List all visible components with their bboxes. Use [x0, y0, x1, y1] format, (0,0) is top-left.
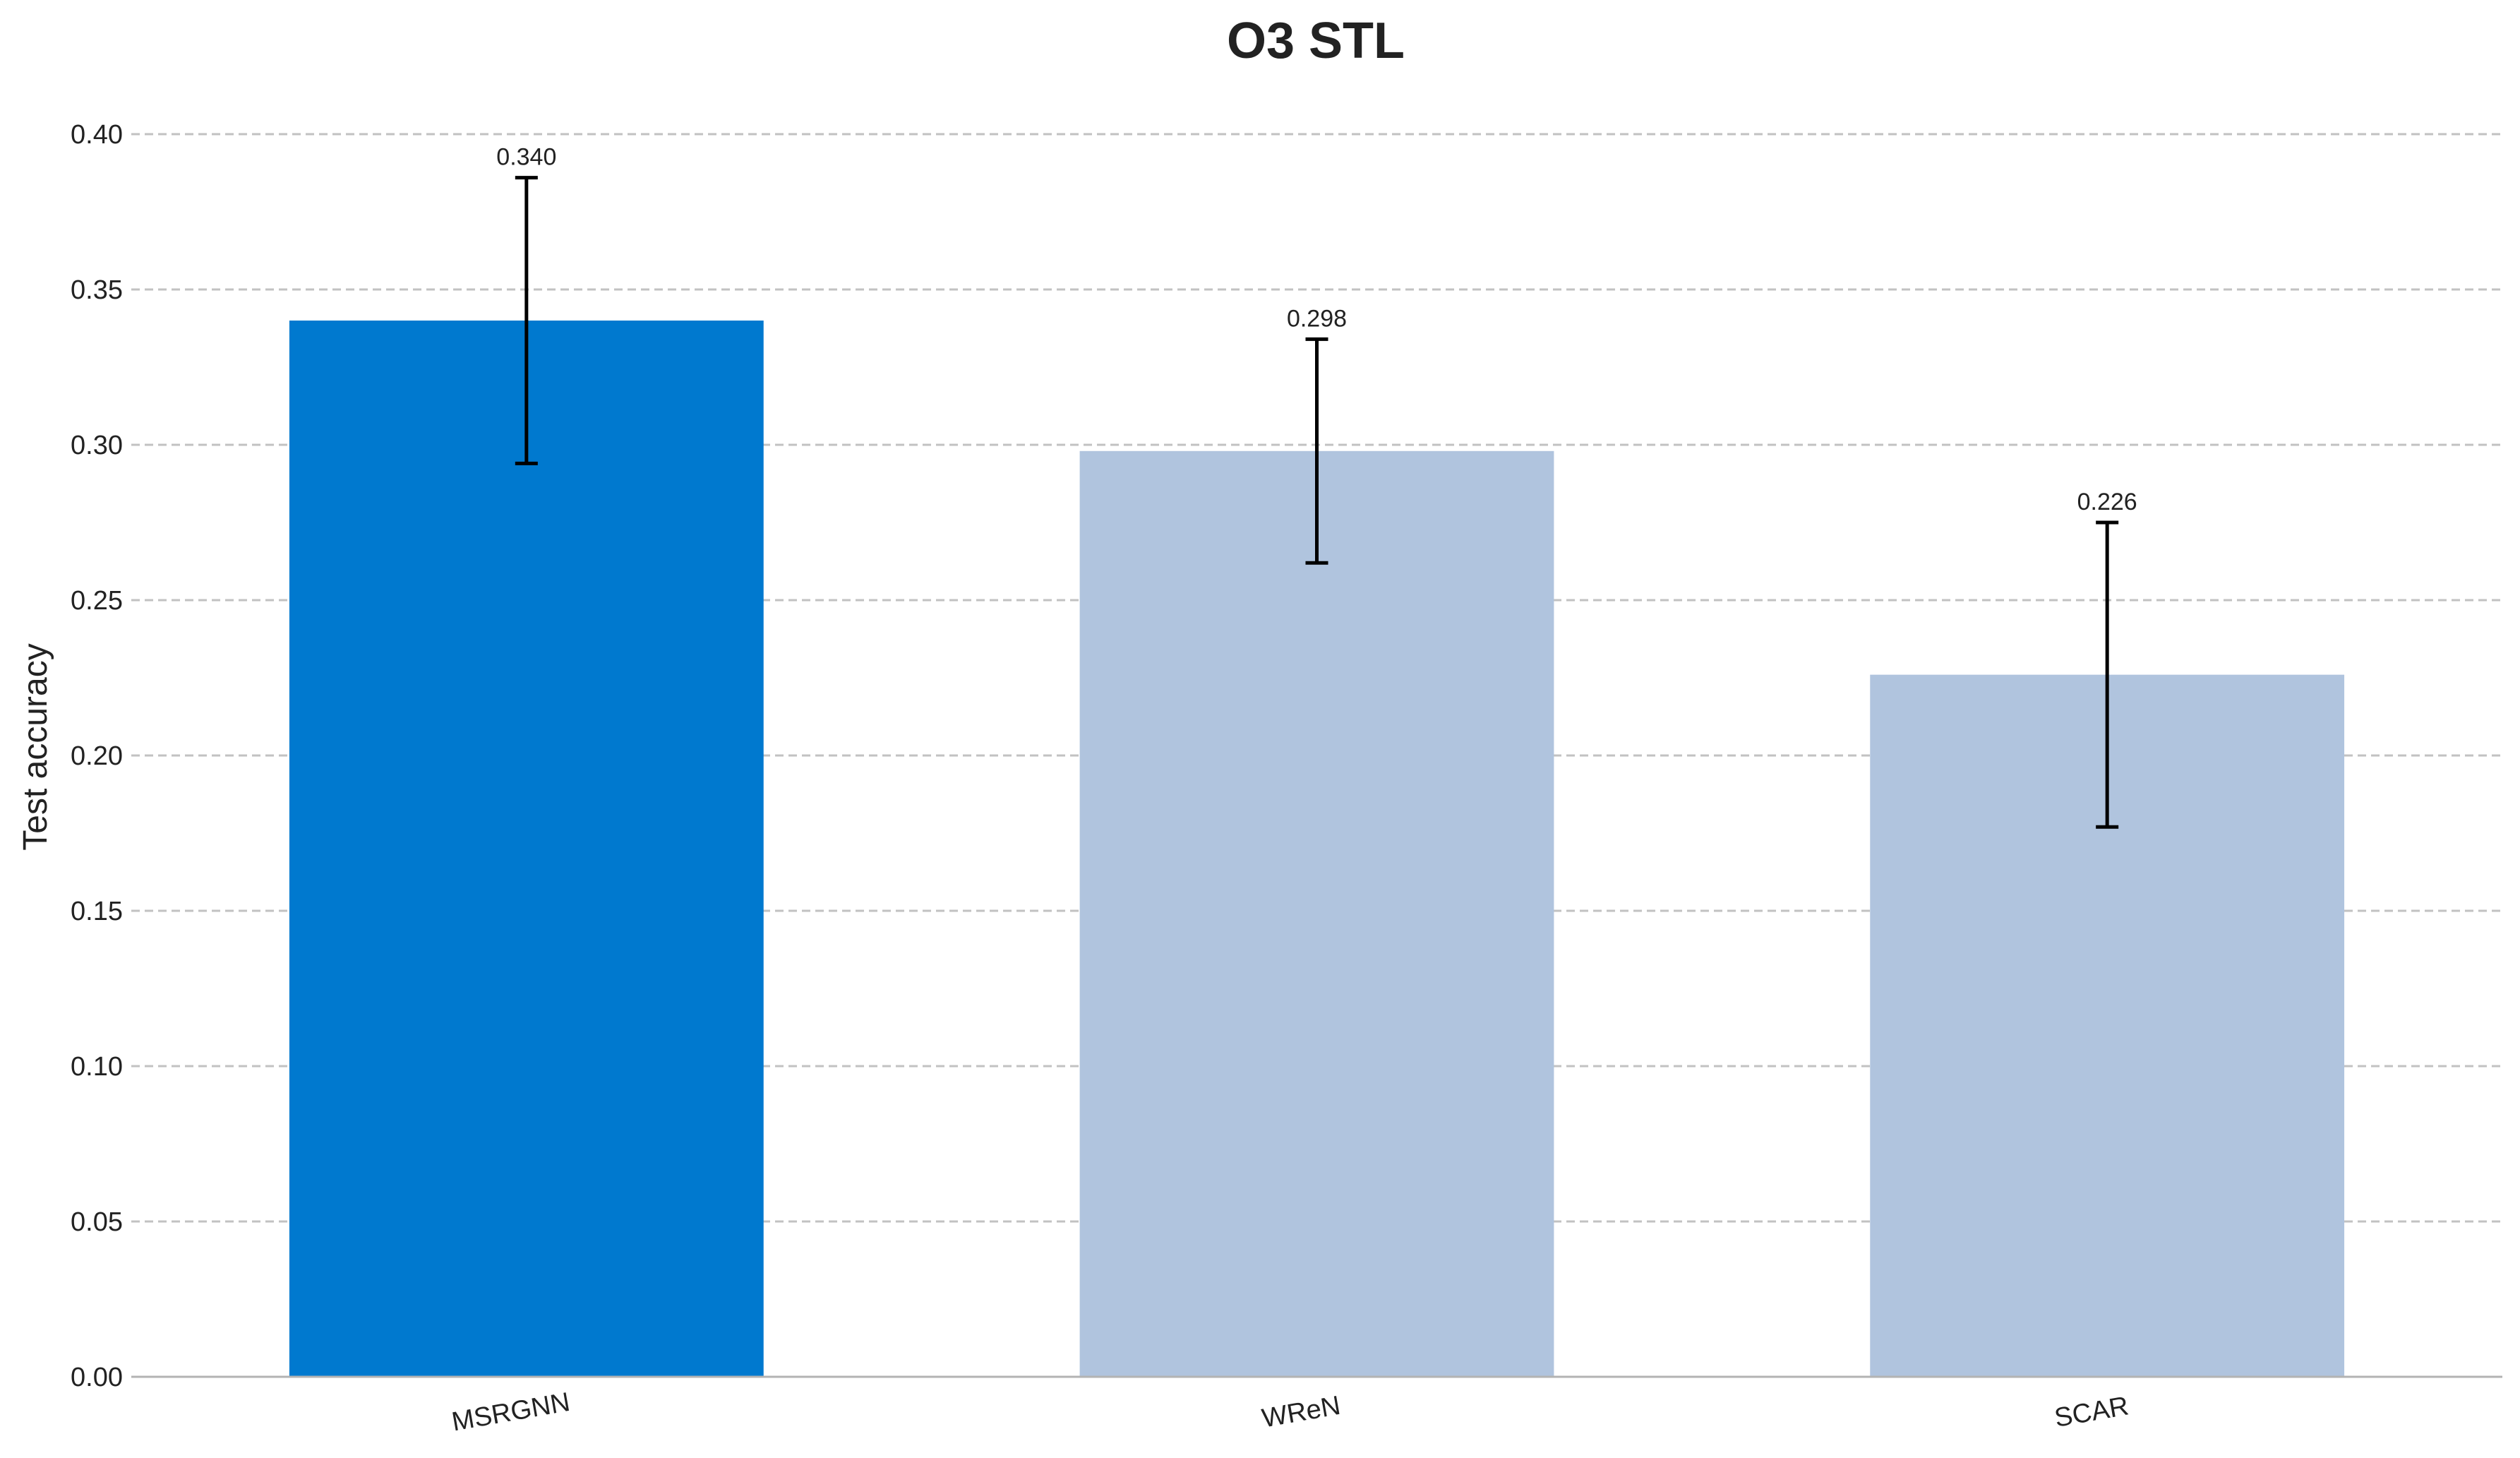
x-tick-label-scar: SCAR — [2052, 1391, 2130, 1433]
y-tick-label: 0.20 — [71, 741, 123, 771]
y-tick-label: 0.30 — [71, 431, 123, 460]
y-tick-label: 0.25 — [71, 586, 123, 616]
x-tick-label-wren: WReN — [1260, 1391, 1343, 1434]
bars — [289, 321, 2345, 1377]
y-tick-label: 0.40 — [71, 120, 123, 150]
value-label: 0.340 — [496, 144, 556, 171]
bar-msrgnn — [289, 321, 764, 1377]
y-axis-label: Test accuracy — [17, 643, 54, 850]
value-label: 0.298 — [1287, 305, 1347, 332]
y-tick-label: 0.05 — [71, 1207, 123, 1237]
y-tick-label: 0.15 — [71, 897, 123, 926]
value-label: 0.226 — [2077, 489, 2137, 515]
y-tick-label: 0.10 — [71, 1052, 123, 1082]
y-tick-label: 0.00 — [71, 1363, 123, 1392]
bar-wren — [1079, 450, 1554, 1377]
value-labels: 0.340 0.298 0.226 — [496, 144, 2137, 515]
error-bars — [515, 176, 2119, 829]
chart-title: O3 STL — [1227, 13, 1405, 69]
error-bar-wren — [1305, 337, 1328, 565]
y-tick-labels: 0.00 0.05 0.10 0.15 0.20 0.25 0.30 0.35 0.40 — [71, 120, 123, 1392]
x-tick-label-msrgnn: MSRGNN — [450, 1387, 572, 1438]
x-tick-labels: MSRGNN WReN SCAR — [450, 1387, 2131, 1438]
error-bar-msrgnn — [515, 176, 538, 465]
y-tick-label: 0.35 — [71, 275, 123, 305]
error-bar-scar — [2096, 520, 2119, 829]
